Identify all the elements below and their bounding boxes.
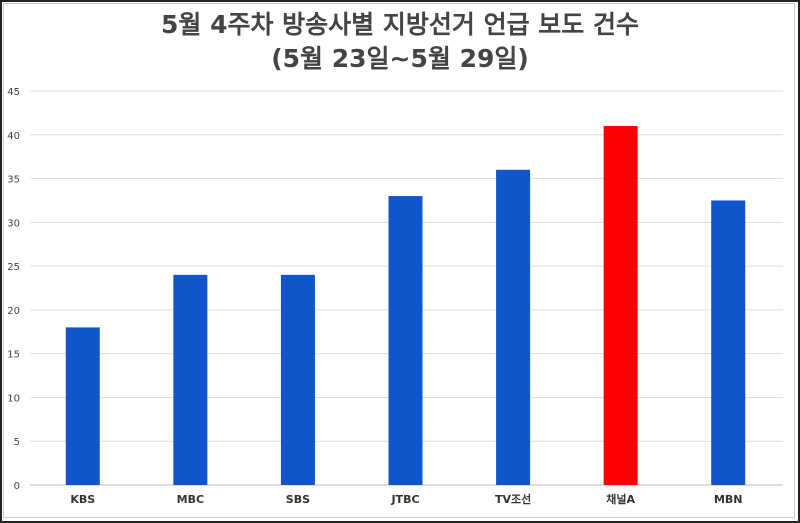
y-tick-label: 25 (7, 262, 20, 273)
bar-TV조선 (496, 169, 531, 486)
bar-KBS (65, 327, 100, 485)
x-tick-label: KBS (70, 493, 95, 506)
x-tick-label: SBS (286, 493, 310, 506)
x-tick-label: MBN (714, 493, 743, 506)
y-tick-label: 15 (7, 350, 20, 361)
chart-title-block: 5월 4주차 방송사별 지방선거 언급 보도 건수 (5월 23일~5월 29일… (0, 8, 800, 76)
bar-JTBC (388, 196, 423, 486)
chart-subtitle: (5월 23일~5월 29일) (271, 44, 529, 73)
y-tick-label: 0 (14, 481, 20, 492)
y-tick-label: 10 (7, 393, 20, 404)
y-tick-label: 35 (7, 175, 20, 186)
bar-MBC (173, 274, 208, 485)
x-tick-label: 채널A (606, 492, 635, 506)
chart-title: 5월 4주차 방송사별 지방선거 언급 보도 건수 (160, 10, 639, 39)
y-tick-label: 30 (7, 218, 20, 229)
y-tick-label: 20 (7, 306, 20, 317)
x-tick-label: TV조선 (495, 492, 531, 506)
y-tick-label: 5 (14, 437, 20, 448)
bar-MBN (711, 200, 746, 485)
x-tick-label: MBC (177, 493, 204, 506)
x-tick-label: JTBC (390, 493, 419, 506)
y-tick-label: 45 (7, 87, 20, 98)
chart-border (3, 3, 795, 518)
bar-채널A (603, 126, 638, 486)
bar-SBS (280, 274, 315, 485)
y-tick-label: 40 (7, 131, 20, 142)
